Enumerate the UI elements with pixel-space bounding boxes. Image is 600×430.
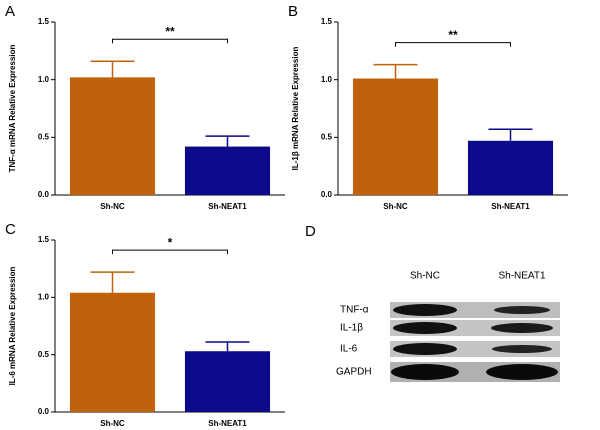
y-tick-label: 0.0	[38, 190, 50, 199]
y-tick-label: 0.0	[38, 407, 50, 416]
blot-row: TNF-α	[340, 305, 369, 316]
bar	[184, 351, 271, 412]
bar	[184, 146, 271, 195]
blot-band	[393, 343, 457, 355]
y-tick-label: 0.0	[321, 190, 333, 199]
bar	[352, 78, 439, 195]
x-tick-label: Sh-NC	[383, 202, 408, 211]
y-tick-label: 1.0	[38, 292, 50, 301]
blot-row: IL-6	[340, 344, 358, 355]
significance-bracket	[112, 38, 228, 44]
significance-bracket	[112, 249, 228, 255]
y-tick-label: 0.5	[321, 132, 333, 141]
y-tick-label: 1.0	[38, 75, 50, 84]
y-tick-label: 0.5	[38, 350, 50, 359]
x-tick-label: Sh-NEAT1	[208, 419, 247, 428]
y-axis-label: TNF-α mRNA Relative Expression	[8, 45, 17, 173]
y-tick-label: 1.5	[38, 17, 50, 26]
significance-label: **	[165, 24, 175, 38]
blot-band	[486, 364, 558, 380]
blot-band	[393, 322, 457, 334]
y-axis-label: IL-1β mRNA Relative Expression	[291, 47, 300, 171]
blot-band	[492, 345, 552, 353]
significance-bracket	[395, 42, 511, 47]
x-tick-label: Sh-NC	[100, 419, 125, 428]
panel-label: D	[305, 223, 316, 240]
x-tick-label: Sh-NEAT1	[491, 202, 530, 211]
x-tick-label: Sh-NC	[100, 202, 125, 211]
bar	[467, 140, 554, 195]
blot-band	[491, 323, 553, 333]
blot-band	[393, 304, 457, 316]
bar	[69, 77, 156, 195]
blot-row: IL-1β	[340, 323, 363, 334]
y-tick-label: 1.0	[321, 75, 333, 84]
bar	[69, 292, 156, 412]
panel-label: A	[5, 3, 15, 20]
panel-label: B	[288, 3, 298, 20]
y-tick-label: 0.5	[38, 132, 50, 141]
significance-label: **	[448, 28, 458, 42]
significance-label: *	[168, 235, 173, 249]
blot-column: Sh-NC	[410, 271, 440, 282]
x-tick-label: Sh-NEAT1	[208, 202, 247, 211]
y-axis-label: IL-6 mRNA Relative Expression	[8, 266, 17, 385]
blot-panel: D Sh-NC Sh-NEAT1 TNF-α IL-1β IL-6 GAPDH	[305, 223, 560, 382]
blot-row: GAPDH	[336, 367, 372, 378]
y-tick-label: 1.5	[321, 17, 333, 26]
blot-band	[391, 364, 459, 380]
y-tick-label: 1.5	[38, 235, 50, 244]
blot-band	[494, 306, 550, 314]
panel-label: C	[5, 221, 16, 238]
blot-column: Sh-NEAT1	[498, 271, 545, 282]
